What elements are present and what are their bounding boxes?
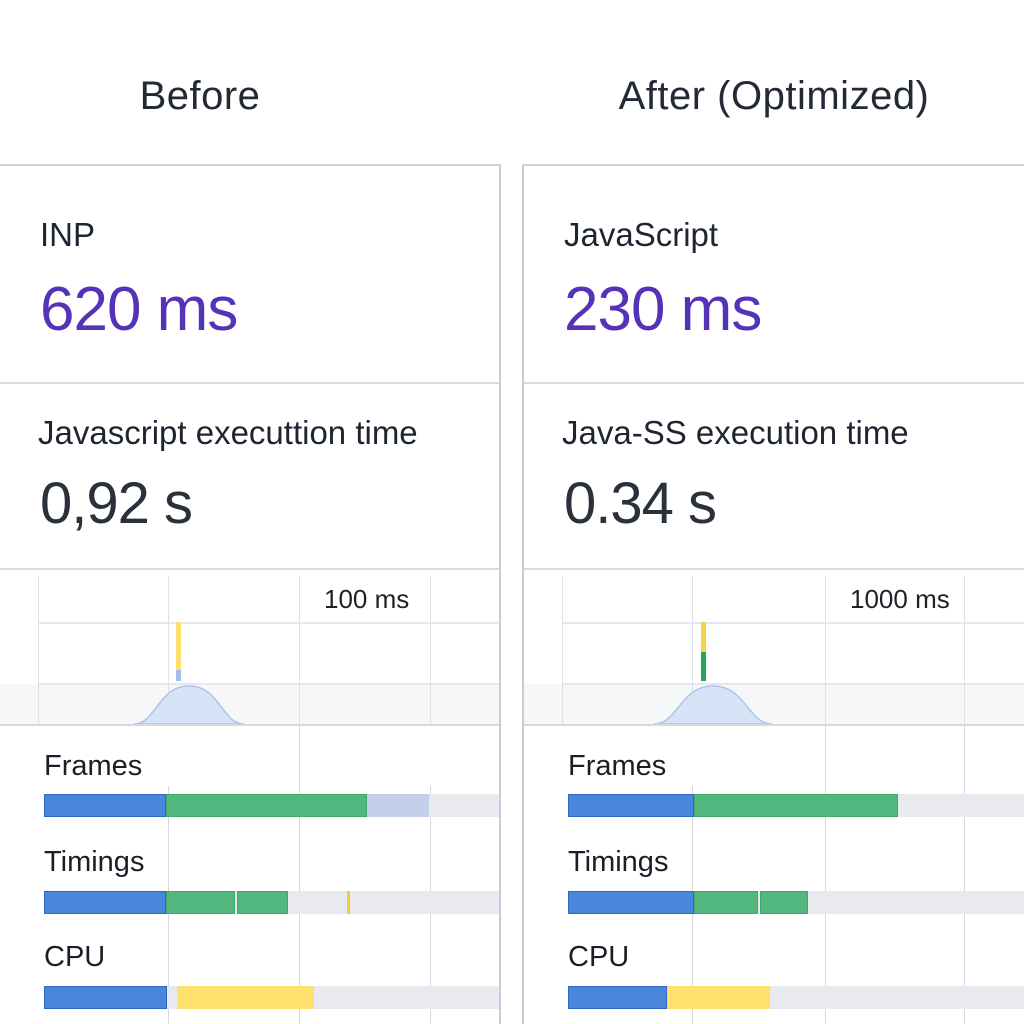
tracks-area: Frames Timings CPU <box>524 726 1024 1024</box>
interaction-spike-base <box>176 670 181 681</box>
grid-line <box>964 726 965 1024</box>
grid-line <box>299 726 300 1024</box>
track-segment[interactable] <box>568 794 694 817</box>
track-label-frames: Frames <box>568 750 667 782</box>
inp-value: 620 ms <box>40 275 238 344</box>
inp-metric-card: JavaScript 230 ms <box>524 166 1024 384</box>
grid-line <box>964 576 965 724</box>
track-segment[interactable] <box>568 986 667 1009</box>
interaction-spike-main <box>701 622 706 652</box>
grid-line <box>168 576 169 724</box>
frames-track[interactable] <box>568 794 1024 817</box>
grid-line <box>38 622 499 624</box>
timeline-scale-label: 100 ms <box>324 584 410 614</box>
grid-line <box>38 576 39 724</box>
grid-line <box>825 726 826 1024</box>
track-label-frames: Frames <box>44 750 143 782</box>
track-segment[interactable] <box>166 891 235 914</box>
track-segment[interactable] <box>694 891 758 914</box>
track-segment[interactable] <box>44 794 166 817</box>
before-panel: INP 620 ms Javascript executtion time 0,… <box>0 164 501 1024</box>
track-segment[interactable] <box>667 986 770 1009</box>
js-execution-value: 0,92 s <box>40 471 193 536</box>
track-segment[interactable] <box>694 794 898 817</box>
js-execution-card: Javascript executtion time 0,92 s <box>0 384 499 570</box>
grid-line <box>825 576 826 724</box>
timeline-scale-label: 1000 ms <box>850 584 950 614</box>
track-label-cpu: CPU <box>44 941 106 973</box>
track-segment[interactable] <box>177 986 314 1009</box>
grid-line <box>562 683 1024 685</box>
grid-line <box>299 576 300 724</box>
grid-line <box>562 622 1024 624</box>
grid-line <box>692 576 693 724</box>
timings-track[interactable] <box>44 891 499 914</box>
after-panel: JavaScript 230 ms Java-SS execution time… <box>522 164 1024 1024</box>
interaction-spike-main <box>176 622 181 670</box>
inp-label: INP <box>40 216 96 253</box>
timeline-shade <box>0 684 499 724</box>
interaction-spike-base <box>701 652 706 681</box>
js-execution-label: Java-SS execution time <box>562 414 909 451</box>
track-label-cpu: CPU <box>568 941 630 973</box>
grid-line <box>562 576 563 724</box>
grid-line <box>38 683 499 685</box>
tracks-area: Frames Timings CPU <box>0 726 499 1024</box>
activity-hump-icon <box>134 685 244 724</box>
track-segment[interactable] <box>166 794 367 817</box>
activity-hump-icon <box>654 685 772 724</box>
track-segment[interactable] <box>44 986 167 1009</box>
track-label-timings: Timings <box>44 846 145 878</box>
track-segment[interactable] <box>760 891 808 914</box>
js-execution-label: Javascript executtion time <box>38 414 418 451</box>
grid-line <box>430 576 431 724</box>
inp-value: 230 ms <box>564 275 762 344</box>
inp-label: JavaScript <box>564 216 719 253</box>
cpu-track[interactable] <box>568 986 1024 1009</box>
track-segment[interactable] <box>367 794 429 817</box>
timeline-overview[interactable]: 100 ms <box>0 570 499 726</box>
js-execution-value: 0.34 s <box>564 471 717 536</box>
track-segment[interactable] <box>237 891 288 914</box>
timings-track[interactable] <box>568 891 1024 914</box>
inp-metric-card: INP 620 ms <box>0 166 499 384</box>
track-marker[interactable] <box>347 891 350 914</box>
before-column-title: Before <box>139 74 261 118</box>
timeline-shade <box>524 684 1024 724</box>
track-segment[interactable] <box>44 891 166 914</box>
frames-track[interactable] <box>44 794 499 817</box>
track-label-timings: Timings <box>568 846 669 878</box>
track-segment[interactable] <box>568 891 694 914</box>
timeline-overview[interactable]: 1000 ms <box>524 570 1024 726</box>
js-execution-card: Java-SS execution time 0.34 s <box>524 384 1024 570</box>
cpu-track[interactable] <box>44 986 499 1009</box>
after-column-title: After (Optimized) <box>618 74 930 118</box>
